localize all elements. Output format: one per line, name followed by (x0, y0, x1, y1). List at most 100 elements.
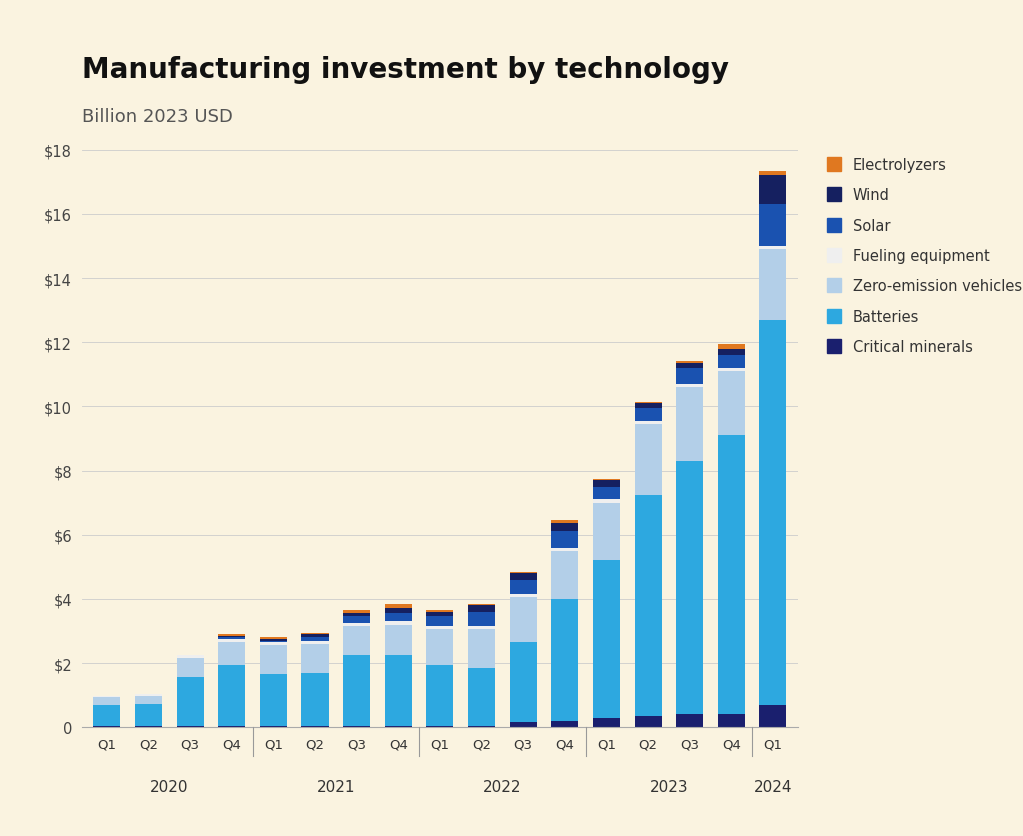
Bar (468, 630, 495, 668)
Bar (551, 599, 578, 721)
Bar (302, 726, 328, 727)
Bar (302, 640, 328, 644)
Bar (260, 642, 286, 645)
Bar (759, 247, 787, 250)
Bar (509, 573, 537, 580)
Bar (551, 721, 578, 727)
Bar (718, 436, 745, 715)
Text: 2024: 2024 (754, 778, 792, 793)
Bar (343, 626, 370, 655)
Bar (427, 726, 453, 727)
Legend: Electrolyzers, Wind, Solar, Fueling equipment, Zero-emission vehicles, Batteries: Electrolyzers, Wind, Solar, Fueling equi… (827, 158, 1022, 354)
Bar (218, 642, 246, 665)
Bar (427, 610, 453, 612)
Bar (343, 617, 370, 623)
Bar (93, 697, 121, 706)
Bar (218, 636, 246, 638)
Bar (759, 205, 787, 247)
Bar (302, 638, 328, 640)
Bar (427, 626, 453, 630)
Text: 2023: 2023 (650, 778, 688, 793)
Bar (468, 605, 495, 612)
Text: Manufacturing investment by technology: Manufacturing investment by technology (82, 56, 728, 84)
Bar (593, 561, 620, 717)
Bar (551, 548, 578, 551)
Bar (676, 369, 703, 385)
Text: Billion 2023 USD: Billion 2023 USD (82, 107, 232, 125)
Bar (177, 659, 204, 678)
Bar (135, 696, 162, 704)
Bar (135, 704, 162, 726)
Bar (302, 673, 328, 726)
Bar (718, 344, 745, 349)
Bar (260, 645, 286, 675)
Bar (759, 320, 787, 705)
Bar (676, 362, 703, 364)
Bar (260, 640, 286, 642)
Bar (427, 612, 453, 617)
Bar (343, 726, 370, 727)
Bar (634, 409, 662, 421)
Bar (302, 635, 328, 638)
Bar (427, 665, 453, 726)
Bar (385, 609, 412, 614)
Bar (718, 349, 745, 355)
Bar (634, 404, 662, 409)
Bar (468, 612, 495, 626)
Bar (343, 623, 370, 626)
Text: 2022: 2022 (483, 778, 522, 793)
Text: 2021: 2021 (316, 778, 355, 793)
Bar (718, 355, 745, 369)
Bar (509, 642, 537, 722)
Bar (93, 706, 121, 726)
Bar (93, 726, 121, 727)
Bar (593, 481, 620, 487)
Bar (509, 598, 537, 642)
Bar (634, 421, 662, 425)
Bar (343, 655, 370, 726)
Bar (385, 614, 412, 622)
Bar (260, 675, 286, 726)
Bar (634, 716, 662, 727)
Bar (551, 551, 578, 599)
Bar (634, 402, 662, 404)
Bar (385, 655, 412, 726)
Bar (593, 487, 620, 500)
Bar (343, 614, 370, 617)
Bar (385, 624, 412, 655)
Bar (551, 532, 578, 548)
Bar (593, 500, 620, 503)
Bar (468, 668, 495, 726)
Text: 2020: 2020 (150, 778, 188, 793)
Bar (260, 726, 286, 727)
Bar (593, 479, 620, 481)
Bar (676, 385, 703, 388)
Bar (93, 696, 121, 697)
Bar (509, 580, 537, 594)
Bar (759, 176, 787, 205)
Bar (509, 572, 537, 573)
Bar (551, 521, 578, 524)
Bar (759, 705, 787, 727)
Bar (135, 695, 162, 696)
Bar (759, 250, 787, 320)
Bar (509, 594, 537, 598)
Bar (634, 495, 662, 716)
Bar (593, 717, 620, 727)
Bar (302, 644, 328, 673)
Bar (385, 604, 412, 609)
Bar (260, 638, 286, 640)
Bar (718, 715, 745, 727)
Bar (385, 622, 412, 624)
Bar (427, 617, 453, 626)
Bar (551, 524, 578, 532)
Bar (718, 371, 745, 436)
Bar (385, 726, 412, 727)
Bar (759, 171, 787, 176)
Bar (177, 726, 204, 727)
Bar (676, 364, 703, 369)
Bar (218, 640, 246, 642)
Bar (509, 722, 537, 727)
Bar (218, 665, 246, 726)
Bar (676, 461, 703, 715)
